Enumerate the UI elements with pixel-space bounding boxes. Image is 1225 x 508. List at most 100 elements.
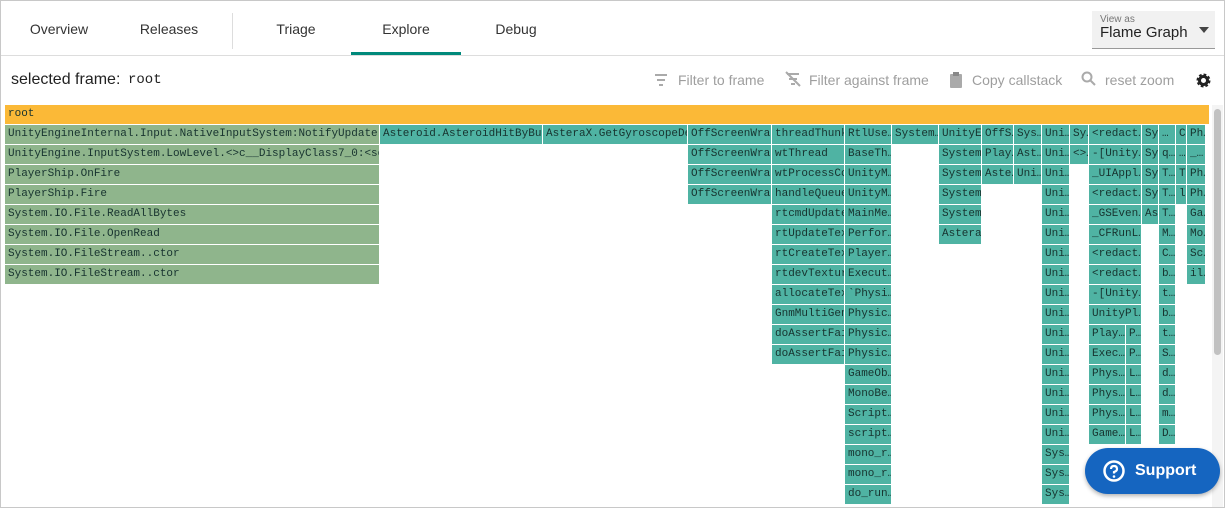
- flame-frame[interactable]: Uni…: [1042, 125, 1069, 144]
- flame-frame[interactable]: UnityM…: [845, 185, 891, 204]
- flame-frame[interactable]: allocateTex…: [772, 285, 844, 304]
- flame-frame[interactable]: Play…: [982, 145, 1013, 164]
- flame-frame[interactable]: Ga…: [1187, 205, 1205, 224]
- flame-frame[interactable]: _GSEven…: [1089, 205, 1141, 224]
- flame-frame[interactable]: m…: [1159, 405, 1175, 424]
- tab[interactable]: Debug: [495, 21, 537, 37]
- flame-frame[interactable]: q…: [1159, 145, 1175, 164]
- flame-frame[interactable]: Exec…: [1089, 345, 1125, 364]
- flame-frame[interactable]: l…: [1176, 185, 1186, 204]
- flame-frame[interactable]: PlayerShip.OnFire: [5, 165, 379, 184]
- flame-frame[interactable]: L…: [1126, 425, 1141, 444]
- flame-frame[interactable]: Ph…: [1187, 125, 1205, 144]
- flame-frame[interactable]: wtThread: [772, 145, 844, 164]
- flame-frame[interactable]: -[Unity…: [1089, 285, 1141, 304]
- flame-frame[interactable]: System.IO.File.ReadAllBytes: [5, 205, 379, 224]
- flame-frame[interactable]: t…: [1159, 325, 1175, 344]
- flame-frame[interactable]: P…: [1126, 325, 1141, 344]
- flame-frame[interactable]: script…: [845, 425, 891, 444]
- flame-frame[interactable]: -[Unity…: [1089, 145, 1141, 164]
- flame-frame[interactable]: P…: [1126, 345, 1141, 364]
- flame-frame[interactable]: L…: [1126, 365, 1141, 384]
- flame-frame[interactable]: il…: [1187, 265, 1205, 284]
- tab[interactable]: Triage: [276, 21, 316, 37]
- flame-frame[interactable]: D…: [1159, 425, 1175, 444]
- flame-frame[interactable]: Perfor…: [845, 225, 891, 244]
- flame-frame[interactable]: System.IO.File.OpenRead: [5, 225, 379, 244]
- flame-frame[interactable]: rtCreateTex…: [772, 245, 844, 264]
- flame-frame[interactable]: PlayerShip.Fire: [5, 185, 379, 204]
- flame-frame[interactable]: doAssertFai…: [772, 325, 844, 344]
- flame-frame[interactable]: Uni…: [1042, 265, 1069, 284]
- flame-frame[interactable]: …: [1176, 145, 1186, 164]
- flame-frame[interactable]: Uni…: [1042, 365, 1069, 384]
- flame-frame[interactable]: As…: [1142, 205, 1158, 224]
- flame-frame[interactable]: UnityE…: [939, 125, 981, 144]
- flame-frame[interactable]: UnityM…: [845, 165, 891, 184]
- flame-frame[interactable]: Play…: [1089, 325, 1125, 344]
- flame-frame[interactable]: Mo…: [1187, 225, 1205, 244]
- flame-frame[interactable]: System.IO.FileStream..ctor: [5, 265, 379, 284]
- flame-frame[interactable]: Sy…: [1142, 185, 1158, 204]
- flame-frame[interactable]: OffScreenWrap…: [688, 145, 771, 164]
- flame-frame[interactable]: Uni…: [1042, 305, 1069, 324]
- flame-frame[interactable]: Asteroid.AsteroidHitByBull…: [380, 125, 542, 144]
- flame-frame[interactable]: Uni…: [1042, 345, 1069, 364]
- view-selector[interactable]: View as Flame Graph: [1092, 11, 1215, 49]
- flame-frame[interactable]: MainMe…: [845, 205, 891, 224]
- flame-frame[interactable]: Phys…: [1089, 365, 1125, 384]
- flame-frame[interactable]: BaseTh…: [845, 145, 891, 164]
- filter-to-frame[interactable]: Filter to frame: [678, 72, 765, 88]
- flame-frame[interactable]: <redact…: [1089, 245, 1141, 264]
- flame-frame[interactable]: System.IO.FileStream..ctor: [5, 245, 379, 264]
- flame-frame[interactable]: Physic…: [845, 345, 891, 364]
- flame-frame[interactable]: Phys…: [1089, 405, 1125, 424]
- flame-frame[interactable]: UnityPl…: [1089, 305, 1141, 324]
- flame-frame[interactable]: …: [1159, 125, 1175, 144]
- flame-frame[interactable]: T…: [1159, 185, 1175, 204]
- flame-frame[interactable]: Sys…: [1014, 125, 1041, 144]
- flame-frame[interactable]: OffS…: [982, 125, 1013, 144]
- flame-frame[interactable]: M…: [1159, 225, 1175, 244]
- tab[interactable]: Explore: [382, 21, 430, 37]
- settings-icon[interactable]: [1195, 72, 1212, 89]
- flame-frame[interactable]: Astera…: [939, 225, 981, 244]
- flame-frame[interactable]: C…: [1176, 125, 1186, 144]
- flame-frame[interactable]: S…: [1159, 345, 1175, 364]
- flame-frame[interactable]: T…: [1176, 165, 1186, 184]
- flame-frame[interactable]: RtlUse…: [845, 125, 891, 144]
- flame-frame[interactable]: Uni…: [1042, 245, 1069, 264]
- flame-frame[interactable]: T…: [1159, 165, 1175, 184]
- flame-frame[interactable]: Uni…: [1042, 185, 1069, 204]
- flame-frame[interactable]: root: [5, 105, 1209, 124]
- flame-frame[interactable]: Ph…: [1187, 185, 1205, 204]
- copy-callstack[interactable]: Copy callstack: [972, 72, 1063, 88]
- flame-frame[interactable]: Sy…: [1070, 125, 1088, 144]
- flame-frame[interactable]: Uni…: [1042, 425, 1069, 444]
- flame-frame[interactable]: System…: [939, 165, 981, 184]
- flame-frame[interactable]: Uni…: [1042, 285, 1069, 304]
- flame-frame[interactable]: L…: [1126, 385, 1141, 404]
- flame-frame[interactable]: MonoBe…: [845, 385, 891, 404]
- flame-frame[interactable]: _UIAppl…: [1089, 165, 1141, 184]
- flame-frame[interactable]: GameOb…: [845, 365, 891, 384]
- flame-frame[interactable]: Sy…: [1142, 165, 1158, 184]
- flame-frame[interactable]: UnityEngine.InputSystem.LowLevel.<>c__Di…: [5, 145, 379, 164]
- flame-frame[interactable]: b…: [1159, 265, 1175, 284]
- flame-frame[interactable]: _…: [1187, 145, 1205, 164]
- flame-frame[interactable]: GnmMultiGen…: [772, 305, 844, 324]
- flame-frame[interactable]: _CFRunL…: [1089, 225, 1141, 244]
- flame-frame[interactable]: T…: [1159, 205, 1175, 224]
- flame-frame[interactable]: Game…: [1089, 425, 1125, 444]
- flame-frame[interactable]: Player…: [845, 245, 891, 264]
- filter-against-frame[interactable]: Filter against frame: [809, 72, 929, 88]
- flame-frame[interactable]: OffScreenWrap…: [688, 185, 771, 204]
- flame-frame[interactable]: Script…: [845, 405, 891, 424]
- flame-frame[interactable]: Physic…: [845, 325, 891, 344]
- flame-frame[interactable]: Ast…: [1014, 145, 1041, 164]
- reset-zoom[interactable]: reset zoom: [1105, 72, 1175, 88]
- flame-frame[interactable]: rtdevTextur…: [772, 265, 844, 284]
- flame-frame[interactable]: wtProcessCo…: [772, 165, 844, 184]
- flame-frame[interactable]: t…: [1159, 285, 1175, 304]
- flame-frame[interactable]: <redact…: [1089, 185, 1141, 204]
